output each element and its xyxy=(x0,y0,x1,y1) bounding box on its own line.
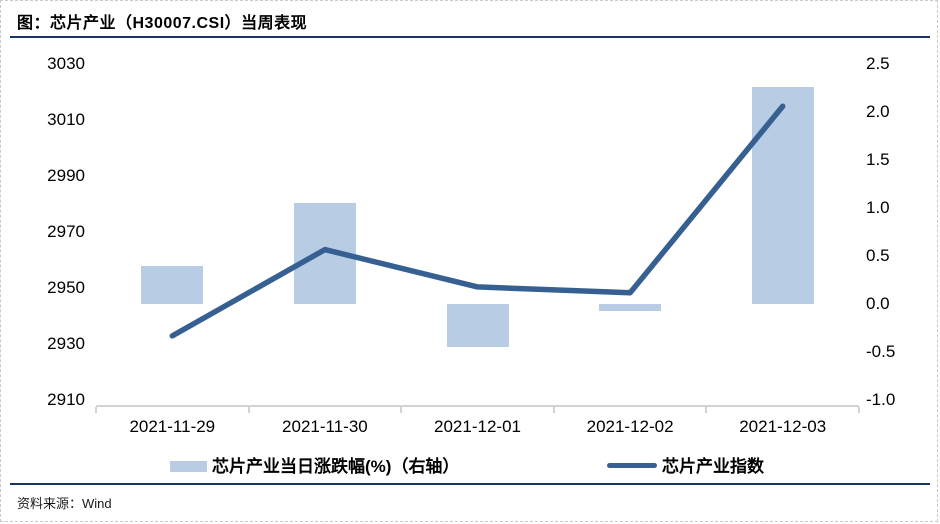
x-axis-tick xyxy=(552,407,555,413)
left-axis-tick-label: 2990 xyxy=(47,166,85,185)
footer-divider xyxy=(10,483,930,485)
x-axis-category-label: 2021-12-02 xyxy=(586,417,674,436)
right-axis-tick-label: 1.5 xyxy=(866,150,890,169)
legend-item-line-series: 芯片产业指数 xyxy=(607,452,764,477)
daily-change-bar xyxy=(751,87,814,304)
left-axis-tick-label: 2930 xyxy=(47,334,85,353)
right-axis-tick-label: 2.5 xyxy=(866,54,890,73)
daily-change-bar xyxy=(293,203,356,304)
right-axis-tick-label: 1.0 xyxy=(866,198,890,217)
x-axis-category-label: 2021-11-30 xyxy=(282,417,368,436)
bar-value-label xyxy=(743,54,823,72)
x-axis-category-label: 2021-12-03 xyxy=(739,417,827,436)
x-axis-line xyxy=(96,405,859,407)
bar-value-label xyxy=(438,361,518,379)
x-axis-tick xyxy=(858,407,860,413)
daily-change-bar xyxy=(141,265,204,304)
bar-series-label: 芯片产业当日涨跌幅(%)（右轴） xyxy=(212,457,460,476)
x-axis-category-label: 2021-11-29 xyxy=(129,417,216,436)
right-axis-tick-label: 0.5 xyxy=(866,246,890,265)
right-axis-tick-label: -0.5 xyxy=(866,342,896,361)
x-axis-tick xyxy=(705,407,708,413)
line-series-label: 芯片产业指数 xyxy=(662,457,764,476)
chart-title: 图：芯片产业（H30007.CSI）当周表现 xyxy=(17,15,308,32)
data-source: 资料来源：Wind xyxy=(17,496,112,511)
bar-series-swatch xyxy=(170,460,207,472)
left-axis-tick-label: 3030 xyxy=(47,54,85,73)
legend-item-bar-series: 芯片产业当日涨跌幅(%)（右轴） xyxy=(170,452,459,477)
left-axis-tick-label: 2970 xyxy=(47,222,85,241)
right-axis-tick-label: 0.0 xyxy=(866,294,890,313)
bar-value-label xyxy=(285,170,365,188)
left-axis-tick-label: 2950 xyxy=(47,278,85,297)
x-axis-category-label: 2021-12-01 xyxy=(434,417,521,436)
x-axis-tick xyxy=(247,407,250,413)
bar-value-label xyxy=(132,233,212,251)
right-axis-tick-label: -1.0 xyxy=(866,390,896,409)
chart-legend: 芯片产业当日涨跌幅(%)（右轴） 芯片产业指数 xyxy=(0,452,940,478)
daily-change-bar xyxy=(446,304,509,348)
line-series-swatch xyxy=(607,462,657,468)
left-axis-tick-label: 2910 xyxy=(47,390,85,409)
x-axis-tick xyxy=(95,407,97,413)
left-axis-tick-label: 3010 xyxy=(47,110,85,129)
title-divider xyxy=(10,36,930,38)
daily-change-bar xyxy=(599,304,662,311)
right-axis-tick-label: 2.0 xyxy=(866,102,890,121)
bar-value-label xyxy=(590,325,670,343)
x-axis-tick xyxy=(400,407,403,413)
